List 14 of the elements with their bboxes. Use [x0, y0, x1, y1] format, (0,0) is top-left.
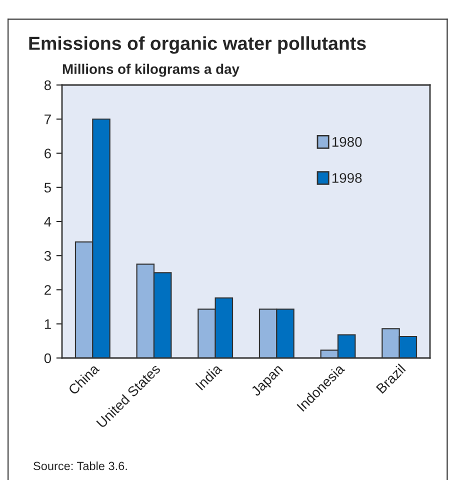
y-tick-label: 6 — [44, 148, 51, 158]
y-tick-label: 5 — [44, 182, 51, 193]
y-tick-label: 0 — [44, 353, 52, 364]
y-tick-label: 1 — [44, 319, 51, 329]
source-note: Source: Table 3.6. — [34, 461, 127, 470]
legend-label: 1998 — [332, 173, 362, 183]
y-axis-title: Millions of kilograms a day — [62, 64, 240, 77]
legend-label: 1980 — [332, 136, 362, 147]
y-tick-label: 4 — [44, 216, 52, 227]
chart-title: Emissions of organic water pollutants — [29, 36, 366, 54]
y-tick-label: 2 — [44, 285, 51, 295]
y-tick-label: 7 — [44, 114, 51, 124]
y-tick-label: 8 — [44, 80, 51, 90]
y-tick-label: 3 — [44, 250, 51, 261]
